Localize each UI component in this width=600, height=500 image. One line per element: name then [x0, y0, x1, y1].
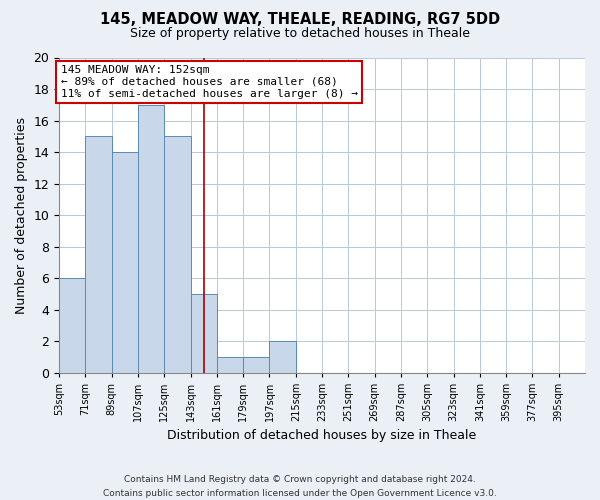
Bar: [217, 357, 243, 373]
Bar: [59, 278, 85, 373]
Text: 145 MEADOW WAY: 152sqm
← 89% of detached houses are smaller (68)
11% of semi-det: 145 MEADOW WAY: 152sqm ← 89% of detached…: [61, 66, 358, 98]
Bar: [112, 152, 138, 373]
Bar: [269, 341, 296, 373]
Text: 145, MEADOW WAY, THEALE, READING, RG7 5DD: 145, MEADOW WAY, THEALE, READING, RG7 5D…: [100, 12, 500, 28]
Bar: [85, 136, 112, 373]
Bar: [243, 357, 269, 373]
X-axis label: Distribution of detached houses by size in Theale: Distribution of detached houses by size …: [167, 430, 477, 442]
Bar: [191, 294, 217, 373]
Bar: [138, 105, 164, 373]
Text: Contains HM Land Registry data © Crown copyright and database right 2024.
Contai: Contains HM Land Registry data © Crown c…: [103, 476, 497, 498]
Y-axis label: Number of detached properties: Number of detached properties: [15, 116, 28, 314]
Text: Size of property relative to detached houses in Theale: Size of property relative to detached ho…: [130, 28, 470, 40]
Bar: [164, 136, 191, 373]
